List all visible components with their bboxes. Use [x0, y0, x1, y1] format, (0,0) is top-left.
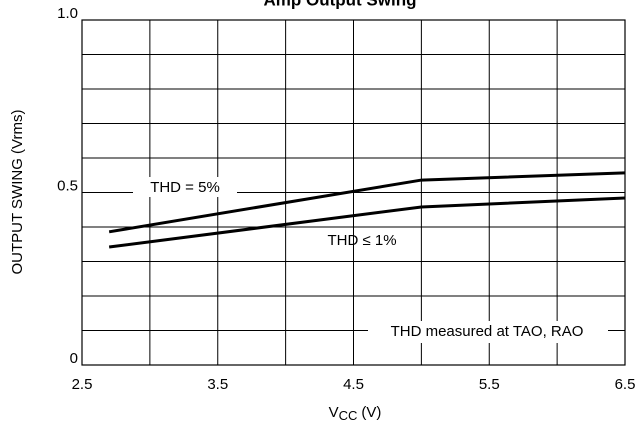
series-line: [108, 196, 626, 249]
annotation-bg: [368, 321, 608, 343]
label-bg: [133, 177, 237, 197]
x-tick-label: 5.5: [479, 376, 500, 393]
x-tick-label: 4.5: [343, 376, 364, 393]
x-tick-label: 2.5: [72, 376, 93, 393]
chart-title: Amp Output Swing: [264, 0, 417, 9]
x-axis-label: VCC (V): [329, 404, 382, 423]
series-label: THD ≤ 1%: [327, 232, 396, 249]
annotation: THD measured at TAO, RAO: [391, 323, 584, 340]
y-tick-label: 1.0: [57, 5, 78, 22]
y-tick-label: 0: [70, 350, 78, 367]
y-tick-label: 0.5: [57, 177, 78, 194]
x-label-sub: CC: [339, 408, 358, 423]
series-label: THD = 5%: [150, 179, 220, 196]
y-axis-label: OUTPUT SWING (Vrms): [9, 110, 26, 275]
x-label-unit: (V): [361, 404, 381, 421]
x-tick-label: 3.5: [207, 376, 228, 393]
series-line: [108, 171, 626, 234]
x-label-main: V: [329, 404, 339, 421]
x-tick-label: 6.5: [615, 376, 636, 393]
